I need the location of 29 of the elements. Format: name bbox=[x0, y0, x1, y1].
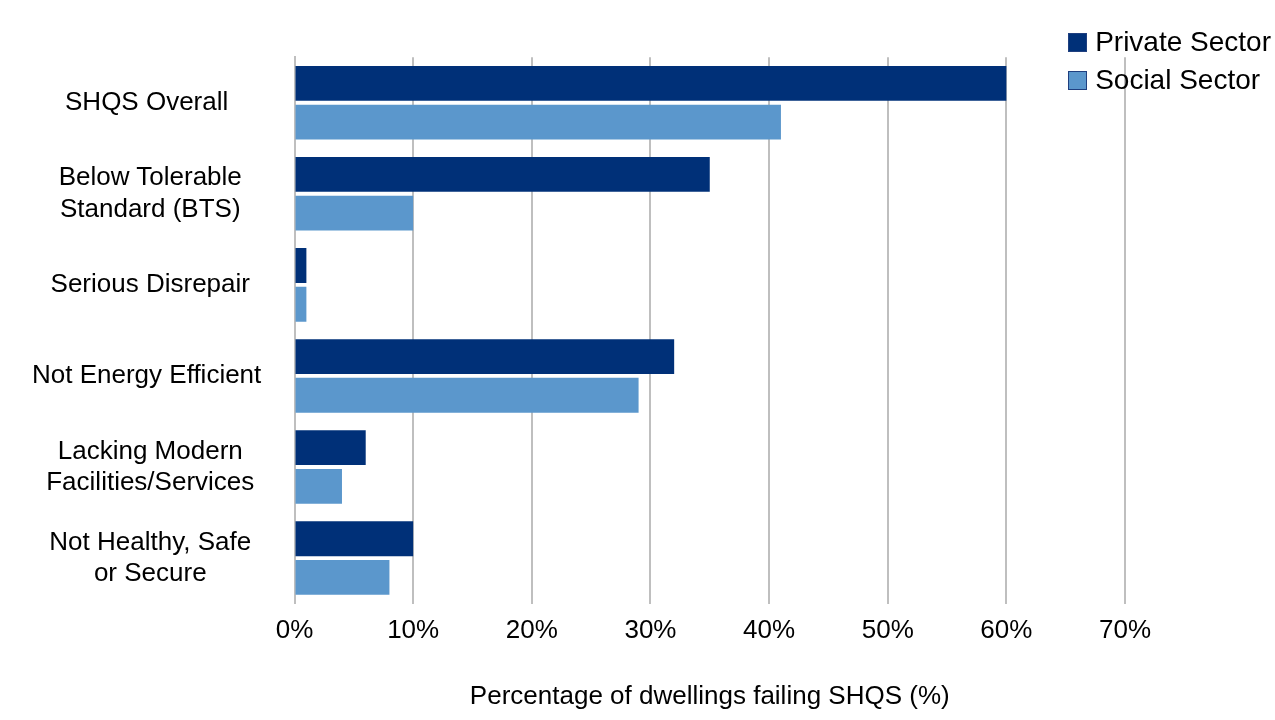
x-tick-label: 40% bbox=[743, 614, 796, 645]
bar bbox=[295, 377, 639, 413]
legend-label: Social Sector bbox=[1095, 64, 1261, 96]
bar bbox=[295, 430, 366, 466]
x-tick-label: 60% bbox=[980, 614, 1033, 645]
bar bbox=[295, 468, 342, 504]
x-tick-label: 30% bbox=[624, 614, 677, 645]
bar bbox=[295, 339, 675, 374]
x-tick-label: 0% bbox=[275, 614, 314, 645]
legend-label: Private Sector bbox=[1095, 26, 1271, 58]
y-tick-label: Lacking Modern Facilities/Services bbox=[46, 434, 255, 496]
y-tick-label: Below Tolerable Standard (BTS) bbox=[58, 161, 242, 223]
y-tick-label: SHQS Overall bbox=[65, 85, 236, 116]
bar bbox=[295, 248, 307, 283]
bar bbox=[295, 286, 307, 322]
bar bbox=[295, 521, 414, 557]
y-tick-label: Not Healthy, Safe or Secure bbox=[49, 525, 252, 587]
x-tick-label: 10% bbox=[387, 614, 440, 645]
x-tick-label: 50% bbox=[861, 614, 914, 645]
y-tick-label: Not Energy Efficient bbox=[32, 359, 269, 390]
y-tick-label: Serious Disrepair bbox=[50, 268, 251, 299]
x-tick-label: 70% bbox=[1098, 614, 1152, 645]
bar bbox=[295, 157, 710, 192]
bar bbox=[295, 65, 1007, 101]
x-axis-title: Percentage of dwellings failing SHQS (%) bbox=[469, 679, 950, 710]
bar bbox=[295, 104, 781, 140]
bar bbox=[295, 195, 414, 231]
bar bbox=[295, 560, 390, 595]
x-tick-label: 20% bbox=[505, 614, 558, 645]
